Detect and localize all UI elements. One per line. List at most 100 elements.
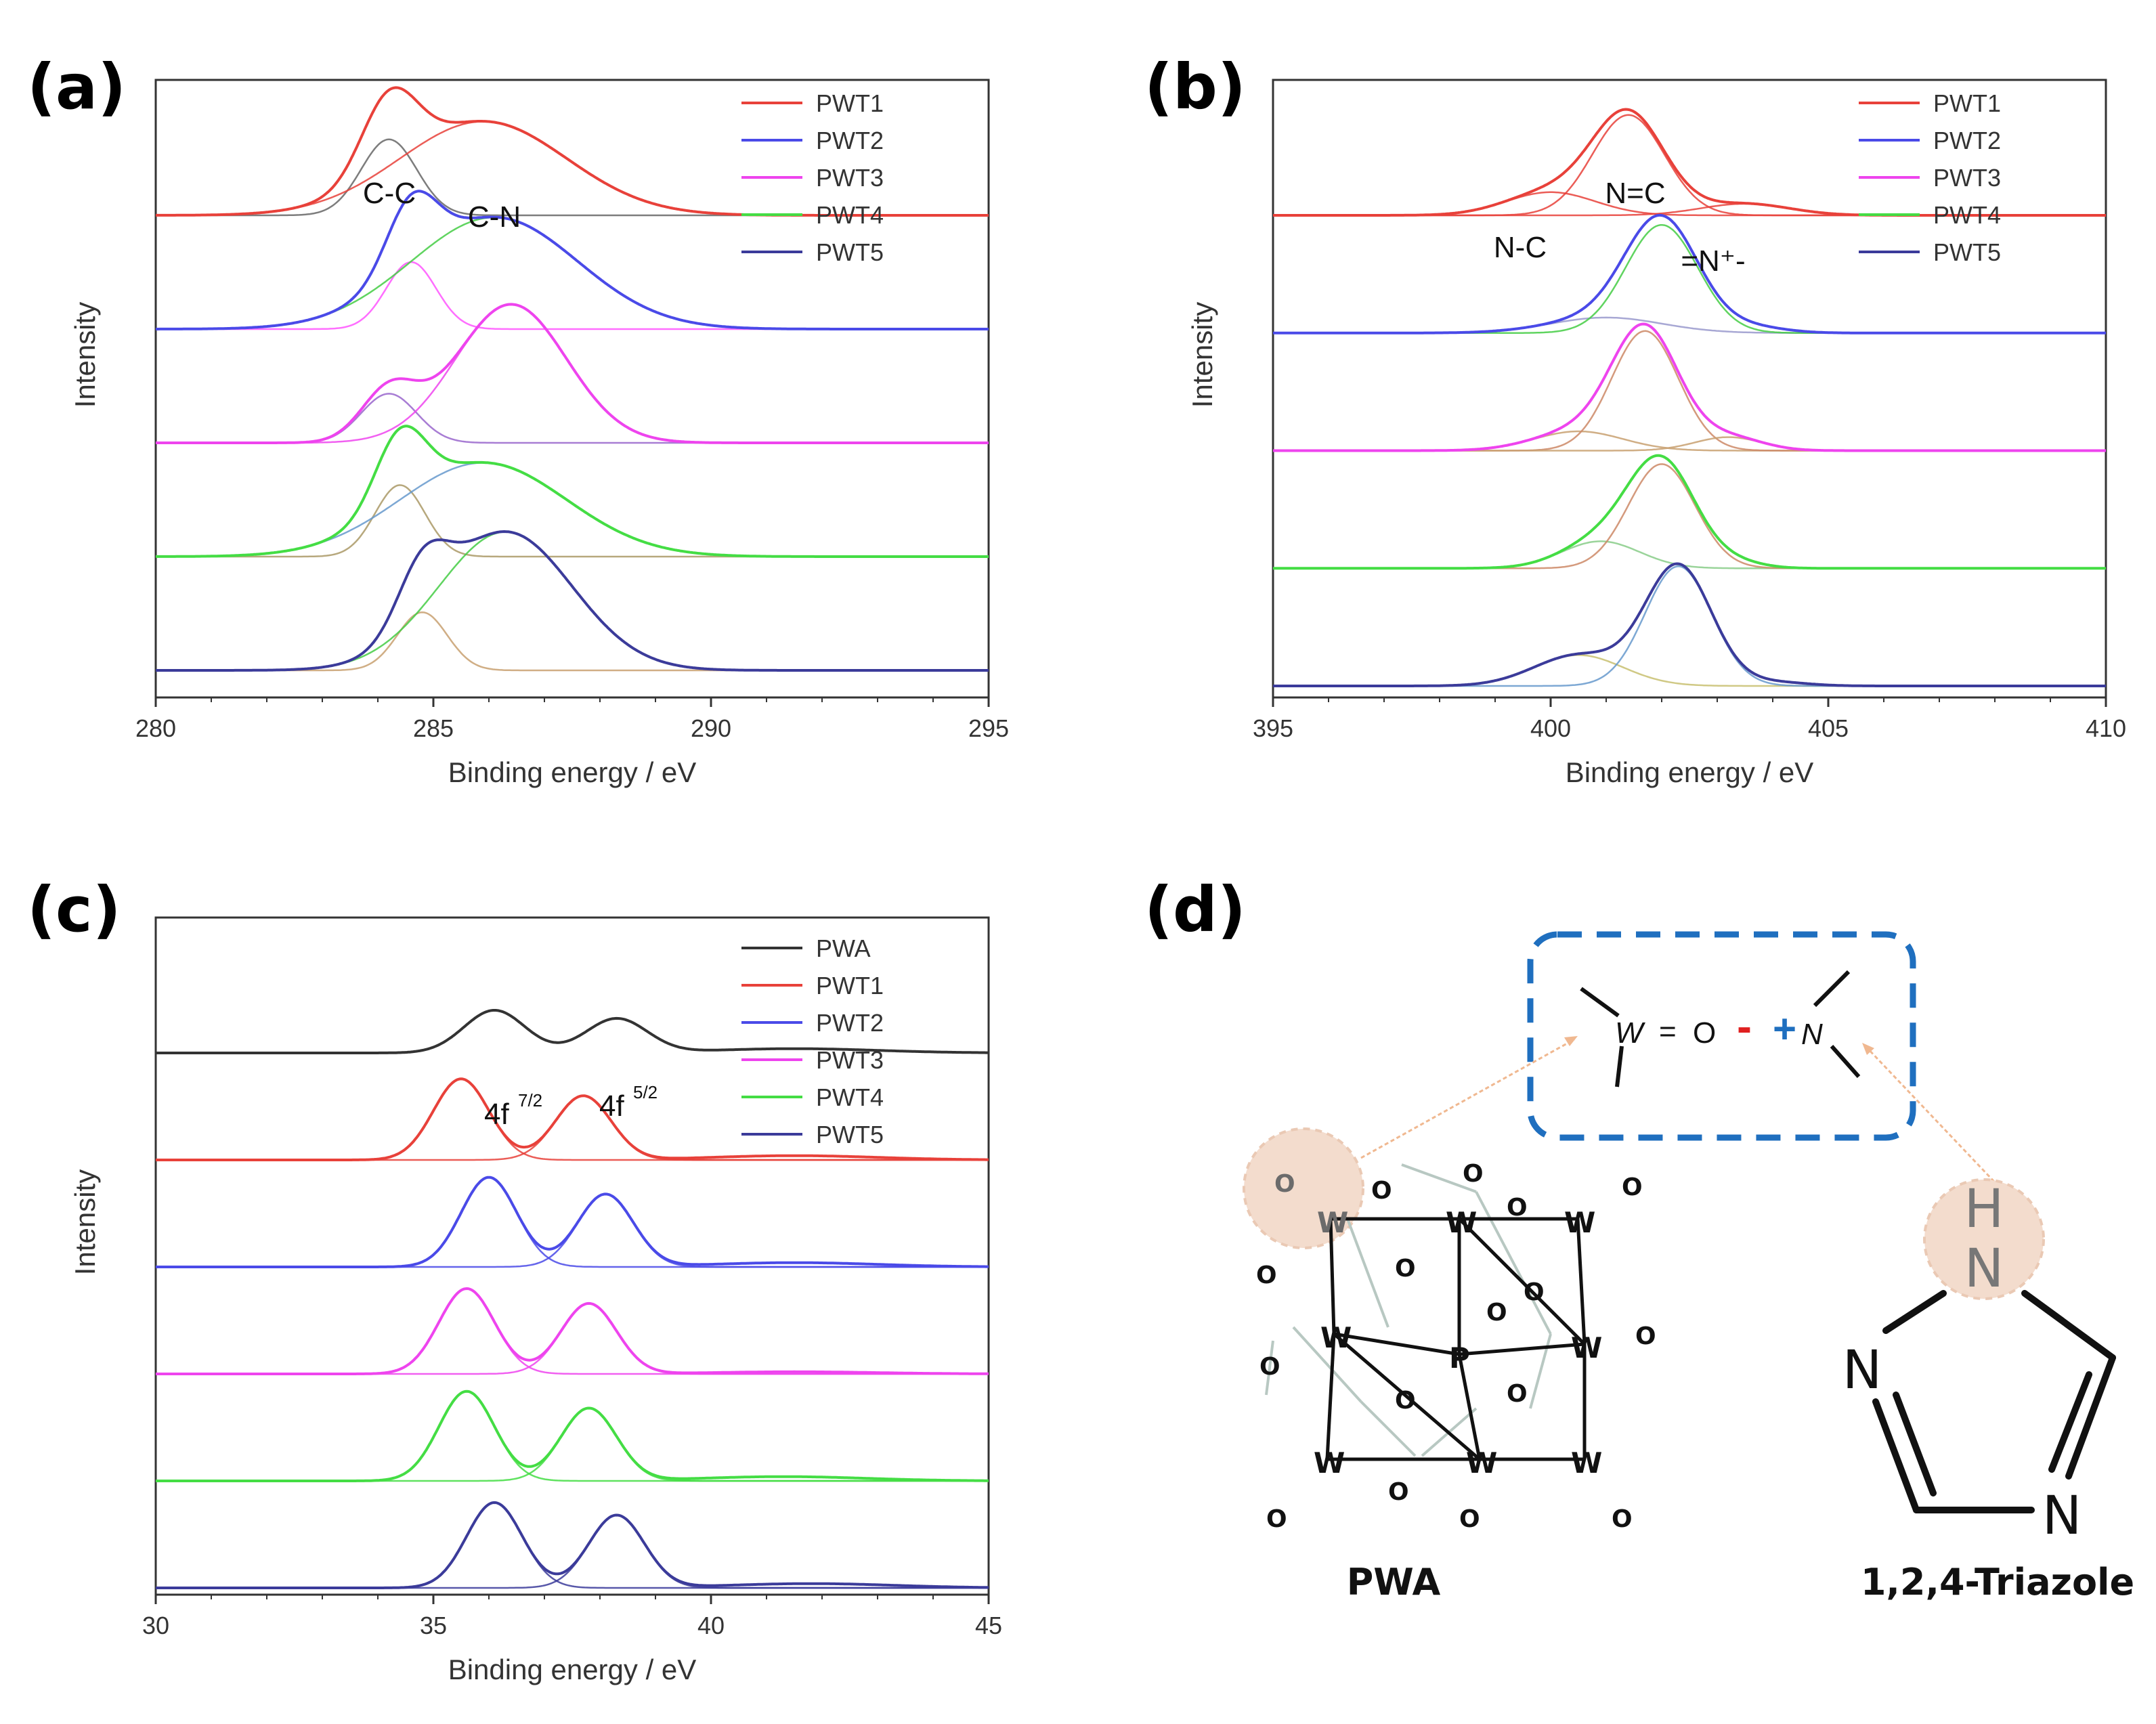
pwa-atom-o12: O xyxy=(1507,1380,1528,1408)
chart-b-series-PWT5 xyxy=(1273,562,2106,687)
pwa-atom-w7: W xyxy=(1571,1446,1602,1480)
pwa-atom-w1: W xyxy=(1446,1206,1477,1239)
interaction-o: O xyxy=(1693,1016,1716,1050)
chart-a-c1s: 280 285 290 295 Binding energy / eV Intensity… xyxy=(69,79,1009,788)
pwa-atom-o2: O xyxy=(1507,1194,1528,1222)
chart-c-frame xyxy=(154,916,990,1596)
pwa-atom-o5: O xyxy=(1256,1262,1277,1289)
chart-a-component-PWT2-1 xyxy=(156,216,989,330)
chart-c-component-PWT5-0 xyxy=(156,1501,989,1589)
chart-a-series-PWT1 xyxy=(156,86,989,217)
chart-b-series-PWT4 xyxy=(1273,454,2106,570)
chart-b-component-PWT5-0 xyxy=(1273,654,2106,687)
chart-c-annotation-sup-1: 5/2 xyxy=(633,1082,657,1102)
pwa-atom-o15: O xyxy=(1459,1505,1480,1533)
chart-b-annotation-1: N=C xyxy=(1605,177,1665,210)
interaction-w: W xyxy=(1615,1016,1645,1050)
interaction-eq: = xyxy=(1659,1015,1677,1048)
chart-c-series-PWA xyxy=(156,1009,989,1054)
pwa-atom-o6: O xyxy=(1395,1255,1416,1283)
panel-label-b: (b) xyxy=(1144,51,1246,123)
chart-b-xtick-label-2: 405 xyxy=(1808,714,1849,742)
chart-c-xtick-label-1: 35 xyxy=(420,1612,447,1639)
chart-b-legend-label-PWT4: PWT4 xyxy=(1933,201,2001,229)
chart-c-ylabel: Intensity xyxy=(69,1169,101,1275)
chart-b-series-PWT1 xyxy=(1273,108,2106,217)
chart-b-component-PWT5-1 xyxy=(1273,565,2106,687)
pwa-atom-o9: O xyxy=(1635,1322,1656,1350)
chart-c-component-PWT3-0 xyxy=(156,1287,989,1375)
chart-c-series-PWT3 xyxy=(156,1287,989,1375)
chart-c-component-PWT2-0 xyxy=(156,1176,989,1268)
chart-c-legend-label-PWT1: PWT1 xyxy=(816,972,884,999)
panel-label-a: (a) xyxy=(27,51,126,123)
pwa-label: PWA xyxy=(1347,1561,1441,1603)
pwa-atom-w6: W xyxy=(1466,1446,1497,1480)
chart-b-component-PWT2-0 xyxy=(1273,316,2106,335)
interaction-bonds xyxy=(1580,970,1861,1087)
chart-a-xtick-label-3: 295 xyxy=(968,714,1009,742)
chart-a-legend-label-PWT3: PWT3 xyxy=(816,164,884,192)
chart-b-series-PWT2 xyxy=(1273,213,2106,335)
chart-b-legend-label-PWT2: PWT2 xyxy=(1933,127,2001,154)
pwa-atom-w4: W xyxy=(1571,1331,1602,1364)
chart-b-component-PWT4-0 xyxy=(1273,540,2106,569)
chart-a-component-PWT4-0 xyxy=(156,484,989,558)
chart-b-ylabel: Intensity xyxy=(1186,302,1218,408)
chart-a-legend-label-PWT5: PWT5 xyxy=(816,238,884,266)
pwa-atom-o11: O xyxy=(1395,1387,1416,1415)
chart-c-legend-label-PWT3: PWT3 xyxy=(816,1046,884,1074)
chart-c-xtick-label-2: 40 xyxy=(697,1612,725,1639)
chart-a-series-PWT4 xyxy=(156,425,989,558)
chart-a-xlabel: Binding energy / eV xyxy=(448,756,697,788)
panel-label-d: (d) xyxy=(1144,874,1246,946)
chart-a-legend-label-PWT1: PWT1 xyxy=(816,89,884,117)
interaction-box xyxy=(1527,931,1916,1141)
schematic-panel-d: W = O - + N xyxy=(1243,931,2134,1603)
chart-b-n1s: 395 400 405 410 Binding energy / eV Intensity… xyxy=(1186,79,2126,788)
chart-c-xlabel: Binding energy / eV xyxy=(448,1654,697,1685)
pwa-keggin-structure: W W W W W W W W P O O O O O O O O O O O xyxy=(1243,1127,1656,1533)
pwa-atom-w-highlight: W xyxy=(1317,1206,1348,1239)
chart-b-component-PWT4-1 xyxy=(1273,463,2106,569)
interaction-n: N xyxy=(1801,1018,1823,1051)
chart-b-frame xyxy=(1272,79,2107,699)
chart-b-legend-label-PWT1: PWT1 xyxy=(1933,89,2001,117)
pwa-atom-o8: O xyxy=(1486,1299,1507,1327)
pwa-front-bonds xyxy=(1325,1217,1587,1461)
chart-a-xtick-label-0: 280 xyxy=(135,714,176,742)
chart-c-series-PWT1 xyxy=(156,1077,989,1161)
pwa-atom-o4: O xyxy=(1622,1173,1643,1201)
arrow-from-triazole xyxy=(1864,1045,1996,1183)
chart-c-component-PWT5-1 xyxy=(156,1514,989,1589)
interaction-plus: + xyxy=(1773,1006,1796,1052)
chart-b-component-PWT3-1 xyxy=(1273,330,2106,452)
triazole-atom-h: H xyxy=(1964,1179,2004,1240)
triazole-highlight-circle xyxy=(1923,1178,2045,1300)
chart-c-xtick-label-3: 45 xyxy=(975,1612,1002,1639)
chart-a-legend-label-PWT2: PWT2 xyxy=(816,127,884,154)
chart-a-component-PWT2-0 xyxy=(156,261,989,330)
triazole-structure: H N N N xyxy=(1842,1178,2116,1547)
chart-b-component-PWT3-2 xyxy=(1273,436,2106,452)
pwa-atom-w2: W xyxy=(1564,1206,1595,1239)
pwa-atom-w3: W xyxy=(1320,1321,1352,1354)
chart-b-annotation-0: N-C xyxy=(1494,231,1547,264)
chart-c-legend-label-PWT4: PWT4 xyxy=(816,1083,884,1111)
chart-a-legend-label-PWT4: PWT4 xyxy=(816,201,884,229)
chart-a-series-PWT2 xyxy=(156,190,989,330)
pwa-atom-o-highlight: O xyxy=(1274,1170,1295,1198)
chart-a-annotation-1: C-N xyxy=(468,200,521,234)
pwa-atom-o16: O xyxy=(1612,1505,1633,1533)
chart-c-legend-label-PWA: PWA xyxy=(816,934,871,962)
triazole-atom-n2: N xyxy=(1842,1340,1882,1401)
pwa-atom-o1: O xyxy=(1371,1177,1392,1205)
chart-a-frame xyxy=(154,79,990,699)
chart-b-xtick-label-1: 400 xyxy=(1530,714,1571,742)
pwa-atom-w5: W xyxy=(1314,1446,1345,1480)
pwa-atom-o7: O xyxy=(1524,1278,1545,1306)
chart-a-xtick-label-1: 285 xyxy=(413,714,454,742)
pwa-atom-o3: O xyxy=(1463,1160,1484,1188)
chart-a-series-PWT5 xyxy=(156,530,989,672)
